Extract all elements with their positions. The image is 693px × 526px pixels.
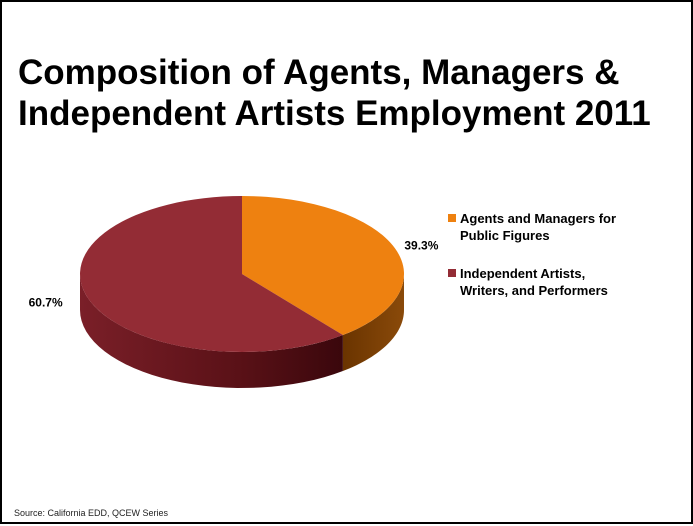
legend-swatch-agents (448, 214, 456, 222)
pie-slice-side-artists (80, 274, 343, 388)
legend-label-agents-line-2: Public Figures (460, 228, 550, 243)
source-note: Source: California EDD, QCEW Series (14, 508, 169, 518)
chart-title: Composition of Agents, Managers & Indepe… (18, 52, 678, 134)
legend-label-artists-line-1: Independent Artists, (460, 266, 586, 281)
data-label-artists: 60.7% (29, 295, 63, 309)
chart-title-line-2: Independent Artists Employment 2011 (18, 94, 651, 133)
data-label-agents: 39.3% (404, 239, 438, 253)
legend-label-artists-line-2: Writers, and Performers (460, 283, 608, 298)
pie-slice-agents (242, 196, 405, 336)
legend-label-agents: Agents and Managers for Public Figures (460, 210, 688, 244)
legend-item-artists: Independent Artists, Writers, and Perfor… (448, 265, 688, 299)
legend-swatch-artists (448, 269, 456, 277)
pie-slice-side-agents (342, 274, 404, 372)
legend-item-agents: Agents and Managers for Public Figures (448, 210, 688, 244)
chart-title-line-1: Composition of Agents, Managers & (18, 53, 620, 92)
chart-legend: Agents and Managers for Public Figures I… (448, 210, 688, 320)
legend-label-agents-line-1: Agents and Managers for (460, 211, 617, 226)
legend-label-artists: Independent Artists, Writers, and Perfor… (460, 265, 688, 299)
pie-slice-artists (80, 196, 343, 352)
